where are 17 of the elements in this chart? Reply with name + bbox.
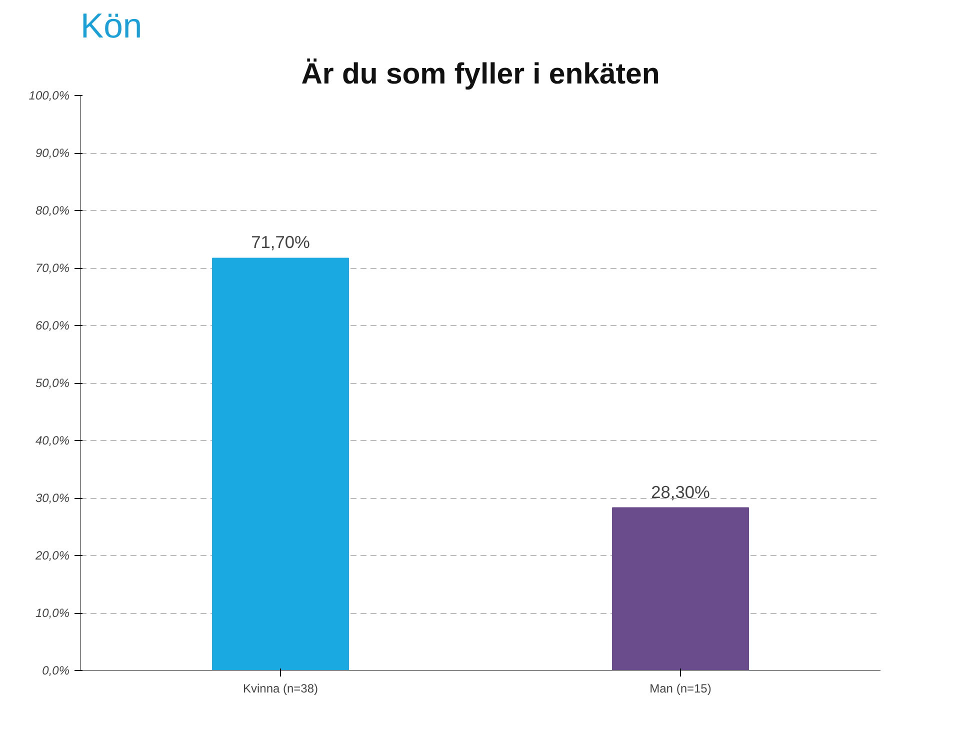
y-tick-label: 60,0% — [35, 318, 70, 332]
y-tick-label: 40,0% — [35, 434, 70, 448]
x-tick-label: Kvinna (n=38) — [242, 682, 318, 696]
x-tick-label: Man (n=15) — [650, 682, 712, 696]
y-tick-label: 90,0% — [35, 146, 70, 160]
chart-title: Kön — [80, 8, 142, 46]
y-tick-label: 80,0% — [35, 204, 70, 218]
y-tick-label: 10,0% — [35, 606, 70, 620]
y-tick-label: 20,0% — [34, 548, 70, 562]
y-tick-label: 100,0% — [28, 88, 70, 102]
y-tick-label: 50,0% — [35, 376, 70, 390]
data-label: 71,70% — [251, 232, 310, 252]
y-tick-label: 30,0% — [35, 491, 70, 505]
y-tick-label: 0,0% — [42, 664, 70, 678]
chart-subtitle: Är du som fyller i enkäten — [301, 58, 660, 90]
data-label: 28,30% — [651, 482, 710, 502]
y-tick-label: 70,0% — [35, 261, 70, 275]
